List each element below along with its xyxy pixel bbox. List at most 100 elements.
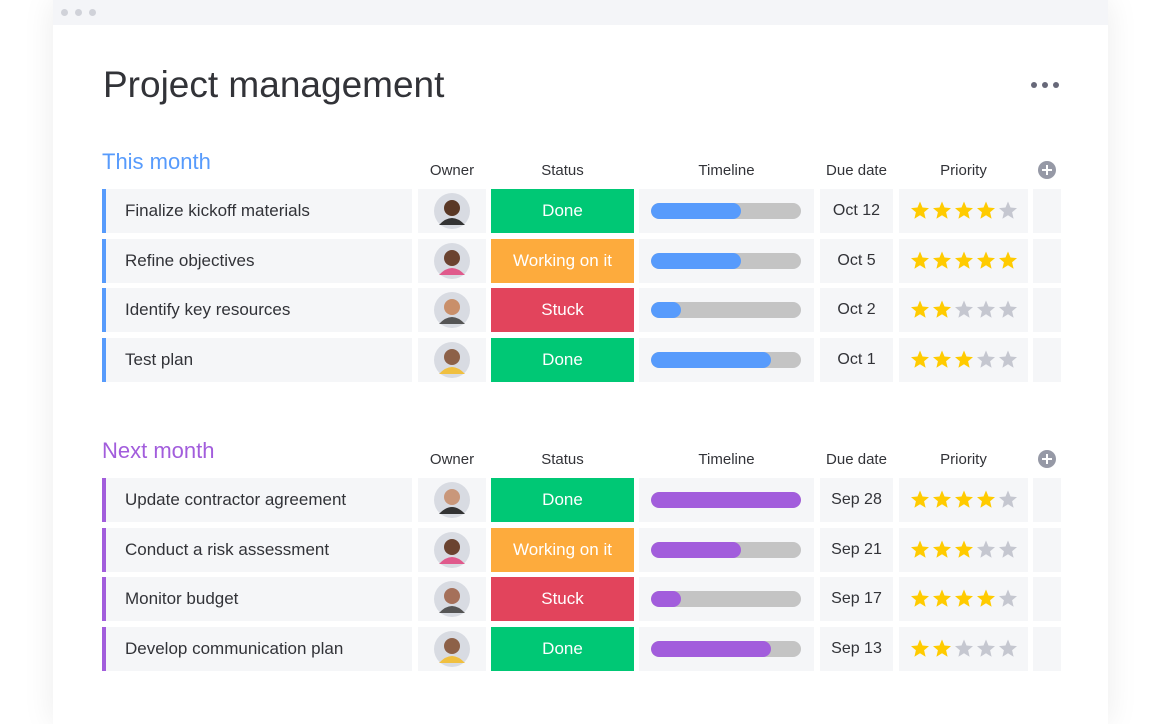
priority-stars[interactable] [909,251,1019,271]
star [910,589,929,607]
column-header: Owner [429,451,475,468]
task-cell[interactable]: Update contractor agreement [102,478,412,522]
due-date-cell[interactable]: Oct 5 [820,238,893,283]
status-cell[interactable]: Working on it [491,527,634,572]
timeline-track [651,541,801,558]
timeline-cell [639,337,814,382]
filled-stars [910,300,951,318]
owner-avatar[interactable] [434,193,470,229]
window-bar [53,0,1108,25]
extra-cell [1033,527,1061,572]
star [954,201,973,219]
owner-avatar[interactable] [434,531,470,568]
star [976,350,995,368]
priority-stars[interactable] [909,589,1019,609]
column-header: Status [541,162,584,179]
star [998,201,1017,219]
window-dot [75,9,82,16]
owner-avatar[interactable] [434,581,470,617]
task-cell[interactable]: Test plan [102,337,412,382]
group-title: Next month [102,438,215,463]
column-header: Due date [826,451,887,468]
owner-avatar[interactable] [434,292,470,328]
group-title: This month [102,149,211,174]
due-date-cell[interactable]: Sep 17 [820,577,893,621]
timeline-track [651,302,801,318]
owner-avatar[interactable] [434,630,470,667]
board-title: Project management [103,64,445,105]
add-column[interactable] [1038,161,1056,179]
timeline-cell [639,189,814,233]
priority-cell [899,626,1028,671]
star [976,540,995,558]
star [932,350,951,368]
column-header: Priority [940,162,987,179]
task-cell[interactable]: Refine objectives [102,238,412,283]
due-date-cell[interactable]: Sep 13 [820,626,893,671]
star [976,589,995,607]
owner-avatar[interactable] [434,341,470,378]
extra-cell [1033,337,1061,382]
due-date-cell[interactable]: Oct 1 [820,337,893,382]
priority-stars[interactable] [909,540,1019,560]
due-date-cell[interactable]: Sep 21 [820,527,893,572]
status-cell[interactable]: Stuck [491,577,634,621]
star [910,350,929,368]
task-cell[interactable]: Finalize kickoff materials [102,189,412,233]
timeline-track [651,591,801,607]
star [976,639,995,657]
due-date-cell[interactable]: Oct 2 [820,288,893,332]
filled-stars [910,540,973,558]
task-cell[interactable]: Conduct a risk assessment [102,527,412,572]
filled-stars [910,639,951,657]
status-cell[interactable]: Done [491,626,634,671]
status-cell[interactable]: Done [491,337,634,382]
timeline-fill [651,351,771,368]
due-date-cell[interactable]: Sep 28 [820,478,893,522]
task-cell[interactable]: Monitor budget [102,577,412,621]
filled-stars [910,490,995,508]
add-column[interactable] [1038,450,1056,468]
star [954,540,973,558]
owner-cell [418,626,486,671]
due-date-cell[interactable]: Oct 12 [820,189,893,233]
task-cell[interactable]: Develop communication plan [102,626,412,671]
priority-cell [899,337,1028,382]
filled-stars [910,201,995,219]
priority-stars[interactable] [909,350,1019,370]
owner-cell [418,189,486,233]
star [910,300,929,318]
owner-avatar[interactable] [434,242,470,279]
priority-stars[interactable] [909,490,1019,510]
star [998,300,1017,318]
extra-cell [1033,238,1061,283]
owner-cell [418,238,486,283]
star [932,589,951,607]
status-cell[interactable]: Done [491,478,634,522]
priority-cell [899,288,1028,332]
star [976,201,995,219]
more-menu[interactable] [1030,82,1060,88]
priority-stars[interactable] [909,639,1019,659]
timeline-cell [639,478,814,522]
filled-stars [910,350,973,368]
status-cell[interactable]: Stuck [491,288,634,332]
filled-stars [910,251,1017,269]
status-cell[interactable]: Done [491,189,634,233]
timeline-cell [639,577,814,621]
star [998,540,1017,558]
owner-cell [418,478,486,522]
star [932,300,951,318]
star [910,540,929,558]
owner-avatar[interactable] [434,482,470,518]
timeline-fill [651,640,771,657]
priority-stars[interactable] [909,300,1019,320]
task-cell[interactable]: Identify key resources [102,288,412,332]
priority-cell [899,478,1028,522]
timeline-fill [651,252,741,269]
status-cell[interactable]: Working on it [491,238,634,283]
priority-stars[interactable] [909,201,1019,221]
extra-cell [1033,478,1061,522]
column-header: Timeline [698,162,755,179]
star [998,350,1017,368]
